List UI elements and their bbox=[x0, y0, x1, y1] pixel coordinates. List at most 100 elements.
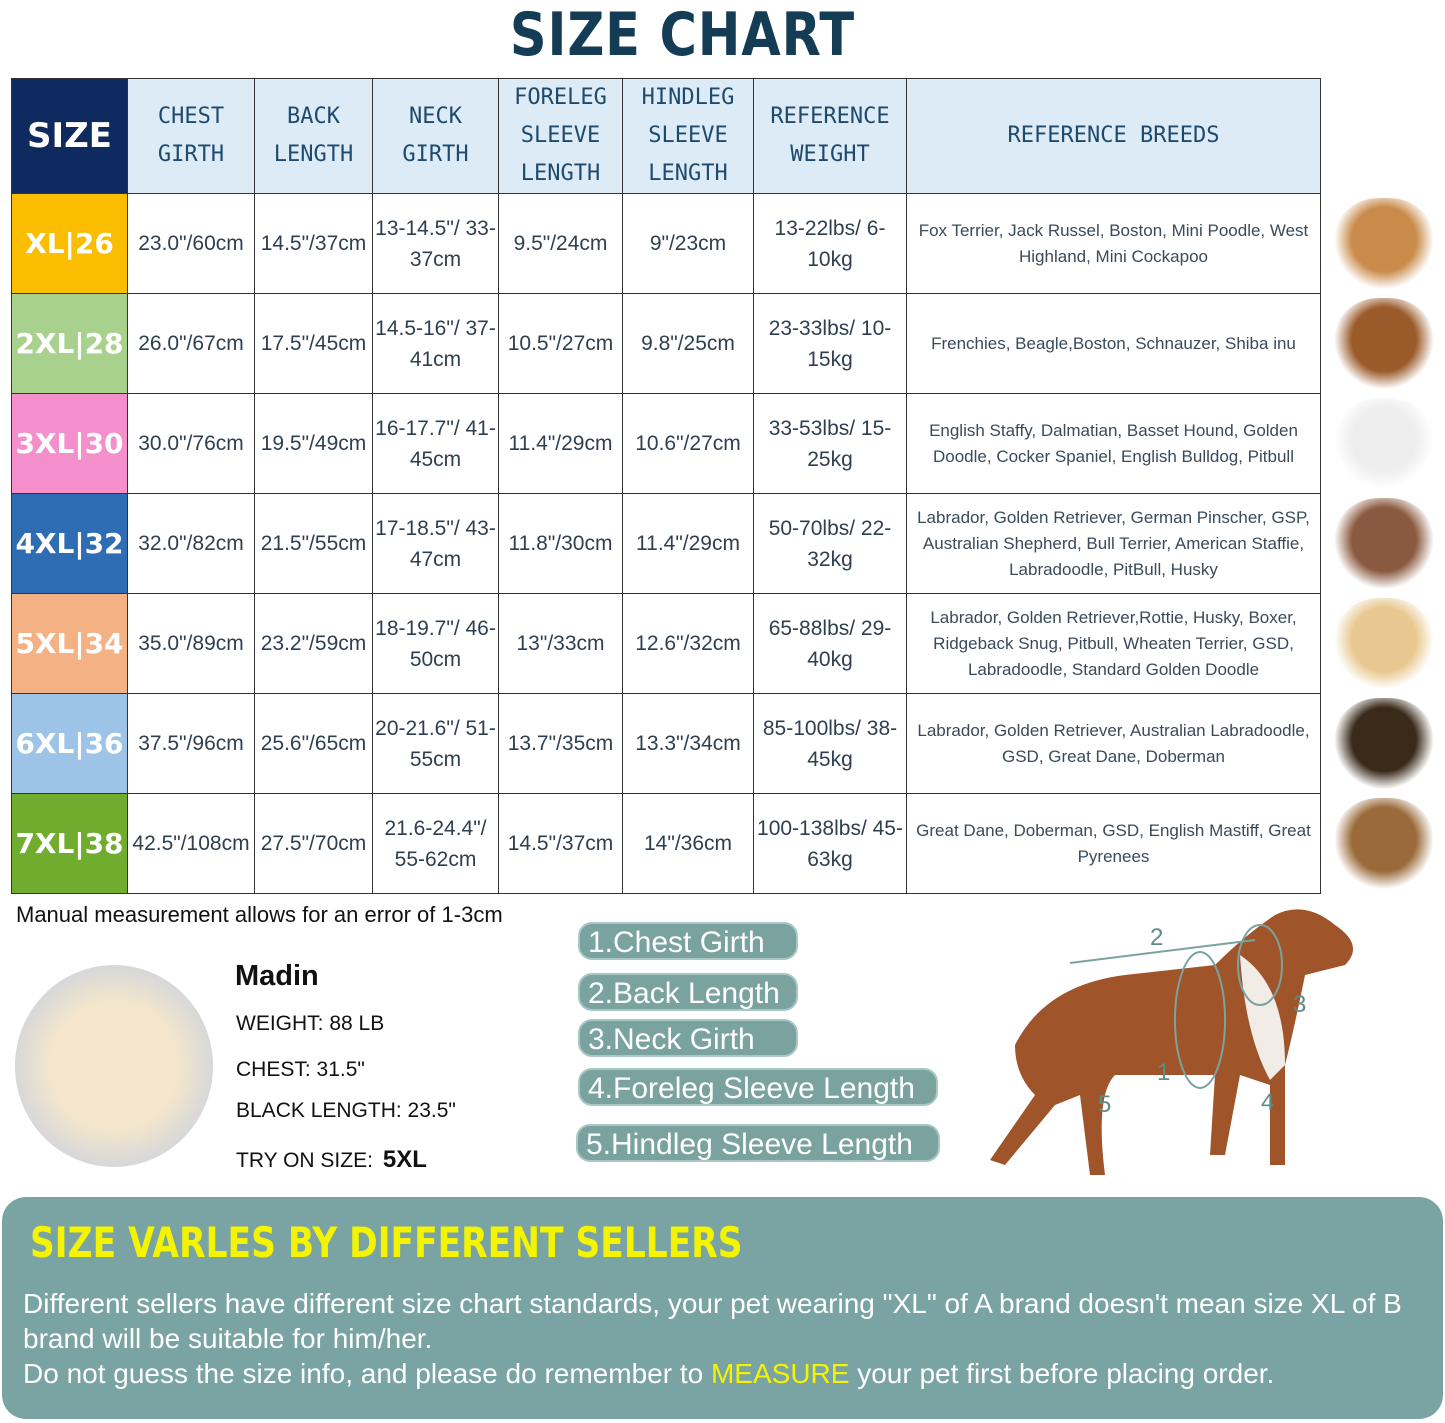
size-table: SIZE CHEST GIRTH BACK LENGTH NECK GIRTH FORE… bbox=[11, 78, 1321, 894]
cell-back: 21.5"/55cm bbox=[254, 493, 373, 594]
dog-measurement-diagram: 2 3 1 4 5 bbox=[990, 909, 1353, 1175]
cell-neck: 16-17.7"/ 41-45cm bbox=[372, 393, 499, 494]
cell-chest: 35.0"/89cm bbox=[127, 593, 255, 694]
cell-weight: 100-138lbs/ 45-63kg bbox=[753, 793, 907, 894]
cell-neck: 20-21.6"/ 51-55cm bbox=[372, 693, 499, 794]
table-row: 2XL|28 26.0"/67cm 17.5"/45cm 14.5-16"/ 37-4… bbox=[11, 293, 1321, 394]
cell-neck: 13-14.5"/ 33-37cm bbox=[372, 193, 499, 294]
diagram-label-1: 1 bbox=[1157, 1059, 1170, 1086]
cell-back: 19.5"/49cm bbox=[254, 393, 373, 494]
diagram-label-2: 2 bbox=[1150, 924, 1163, 951]
cell-foreleg: 13.7"/35cm bbox=[498, 693, 623, 794]
breed-dog-photo bbox=[1334, 198, 1434, 290]
header-hindleg-sleeve-length: HINDLEG SLEEVE LENGTH bbox=[622, 78, 754, 194]
header-chest-girth: CHEST GIRTH bbox=[127, 78, 255, 194]
page-title: SIZE CHART bbox=[509, 0, 856, 70]
panel-line-2c: your pet first before placing order. bbox=[849, 1358, 1275, 1389]
panel-line-2: Do not guess the size info, and please d… bbox=[23, 1356, 1438, 1391]
measure-neck-girth: 3.Neck Girth bbox=[578, 1019, 798, 1057]
panel-title: SIZE VARLES BY DIFFERENT SELLERS bbox=[30, 1218, 743, 1267]
panel-line-2a: Do not guess the size info, and please d… bbox=[23, 1358, 711, 1389]
cell-breeds: Labrador, Golden Retriever,Rottie, Husky… bbox=[906, 593, 1321, 694]
panel-line-1: Different sellers have different size ch… bbox=[23, 1288, 1402, 1354]
cell-size: 2XL|28 bbox=[11, 293, 128, 394]
cell-neck: 21.6-24.4"/ 55-62cm bbox=[372, 793, 499, 894]
diagram-label-3: 3 bbox=[1293, 991, 1306, 1018]
cell-chest: 32.0"/82cm bbox=[127, 493, 255, 594]
table-row: 5XL|34 35.0"/89cm 23.2"/59cm 18-19.7"/ 46-5… bbox=[11, 593, 1321, 694]
cell-breeds: Labrador, Golden Retriever, German Pinsc… bbox=[906, 493, 1321, 594]
measure-hindleg-sleeve: 5.Hindleg Sleeve Length bbox=[576, 1124, 940, 1162]
cell-hindleg: 12.6"/32cm bbox=[622, 593, 754, 694]
diagram-label-5: 5 bbox=[1098, 1091, 1111, 1118]
cell-size: 7XL|38 bbox=[11, 793, 128, 894]
example-chest: CHEST: 31.5" bbox=[236, 1058, 365, 1081]
measure-chest-girth: 1.Chest Girth bbox=[578, 922, 798, 960]
cell-neck: 17-18.5"/ 43-47cm bbox=[372, 493, 499, 594]
cell-neck: 14.5-16"/ 37-41cm bbox=[372, 293, 499, 394]
cell-weight: 85-100lbs/ 38-45kg bbox=[753, 693, 907, 794]
cell-weight: 23-33lbs/ 10-15kg bbox=[753, 293, 907, 394]
cell-chest: 23.0"/60cm bbox=[127, 193, 255, 294]
cell-size: XL|26 bbox=[11, 193, 128, 294]
cell-neck: 18-19.7"/ 46-50cm bbox=[372, 593, 499, 694]
cell-chest: 30.0"/76cm bbox=[127, 393, 255, 494]
cell-chest: 37.5"/96cm bbox=[127, 693, 255, 794]
measure-back-length: 2.Back Length bbox=[578, 973, 798, 1011]
table-row: 7XL|38 42.5"/108cm 27.5"/70cm 21.6-24.4"/ 5… bbox=[11, 793, 1321, 894]
cell-foreleg: 11.8"/30cm bbox=[498, 493, 623, 594]
header-reference-breeds: REFERENCE BREEDS bbox=[906, 78, 1321, 194]
diagram-label-4: 4 bbox=[1261, 1089, 1274, 1116]
cell-breeds: Frenchies, Beagle,Boston, Schnauzer, Shi… bbox=[906, 293, 1321, 394]
header-back-length: BACK LENGTH bbox=[254, 78, 373, 194]
measurement-note: Manual measurement allows for an error o… bbox=[16, 902, 503, 927]
cell-back: 17.5"/45cm bbox=[254, 293, 373, 394]
cell-chest: 42.5"/108cm bbox=[127, 793, 255, 894]
breed-dog-photo bbox=[1334, 398, 1434, 490]
header-foreleg-sleeve-length: FORELEG SLEEVE LENGTH bbox=[498, 78, 623, 194]
header-neck-girth: NECK GIRTH bbox=[372, 78, 499, 194]
cell-size: 6XL|36 bbox=[11, 693, 128, 794]
breed-dog-photo bbox=[1334, 498, 1434, 590]
breed-dog-photo bbox=[1334, 298, 1434, 390]
table-row: 4XL|32 32.0"/82cm 21.5"/55cm 17-18.5"/ 43-4… bbox=[11, 493, 1321, 594]
try-label: TRY ON SIZE: bbox=[236, 1149, 373, 1172]
cell-breeds: Labrador, Golden Retriever, Australian L… bbox=[906, 693, 1321, 794]
cell-weight: 65-88lbs/ 29-40kg bbox=[753, 593, 907, 694]
cell-foreleg: 9.5"/24cm bbox=[498, 193, 623, 294]
cell-back: 23.2"/59cm bbox=[254, 593, 373, 694]
cell-breeds: Fox Terrier, Jack Russel, Boston, Mini P… bbox=[906, 193, 1321, 294]
example-dog-photo bbox=[15, 965, 213, 1167]
header-size: SIZE bbox=[11, 78, 128, 194]
cell-foreleg: 14.5"/37cm bbox=[498, 793, 623, 894]
example-weight: WEIGHT: 88 LB bbox=[236, 1012, 385, 1035]
cell-size: 5XL|34 bbox=[11, 593, 128, 694]
example-try-size: TRY ON SIZE: 5XL bbox=[236, 1146, 427, 1174]
measure-foreleg-sleeve: 4.Foreleg Sleeve Length bbox=[578, 1068, 938, 1106]
cell-hindleg: 9.8"/25cm bbox=[622, 293, 754, 394]
info-panel bbox=[2, 1197, 1443, 1419]
cell-foreleg: 11.4"/29cm bbox=[498, 393, 623, 494]
cell-hindleg: 13.3"/34cm bbox=[622, 693, 754, 794]
cell-foreleg: 13"/33cm bbox=[498, 593, 623, 694]
cell-chest: 26.0"/67cm bbox=[127, 293, 255, 394]
example-dog-name: Madin bbox=[235, 960, 319, 992]
cell-hindleg: 14"/36cm bbox=[622, 793, 754, 894]
breed-dog-photo bbox=[1334, 798, 1434, 890]
cell-weight: 13-22lbs/ 6-10kg bbox=[753, 193, 907, 294]
cell-hindleg: 10.6"/27cm bbox=[622, 393, 754, 494]
cell-back: 25.6"/65cm bbox=[254, 693, 373, 794]
cell-back: 27.5"/70cm bbox=[254, 793, 373, 894]
cell-hindleg: 9"/23cm bbox=[622, 193, 754, 294]
header-reference-weight: REFERENCE WEIGHT bbox=[753, 78, 907, 194]
cell-foreleg: 10.5"/27cm bbox=[498, 293, 623, 394]
cell-hindleg: 11.4"/29cm bbox=[622, 493, 754, 594]
table-row: 3XL|30 30.0"/76cm 19.5"/49cm 16-17.7"/ 41-4… bbox=[11, 393, 1321, 494]
example-length: BLACK LENGTH: 23.5" bbox=[236, 1099, 456, 1122]
cell-size: 3XL|30 bbox=[11, 393, 128, 494]
table-row: XL|26 23.0"/60cm 14.5"/37cm 13-14.5"/ 33-37… bbox=[11, 193, 1321, 294]
cell-weight: 33-53lbs/ 15-25kg bbox=[753, 393, 907, 494]
cell-breeds: Great Dane, Doberman, GSD, English Masti… bbox=[906, 793, 1321, 894]
breed-dog-photo bbox=[1334, 598, 1434, 690]
cell-back: 14.5"/37cm bbox=[254, 193, 373, 294]
